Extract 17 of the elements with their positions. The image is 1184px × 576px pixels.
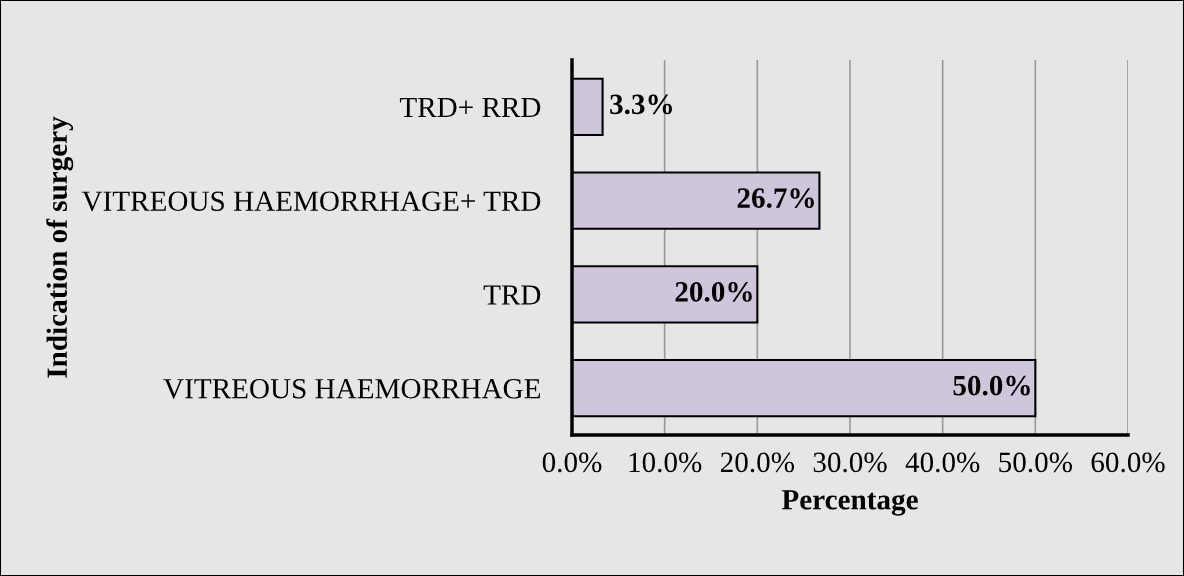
x-tick-label: 10.0% <box>629 452 702 473</box>
y-tick-label: TRD <box>483 285 541 305</box>
x-tick-label: 20.0% <box>720 452 795 473</box>
data-label: 26.7% <box>737 188 814 209</box>
y-tick-label: TRD+ RRD <box>399 97 541 118</box>
data-label: 50.0% <box>953 375 1030 396</box>
x-tick-label: 50.0% <box>999 452 1073 473</box>
y-tick-label: VITREOUS HAEMORRHAGE+ TRD <box>81 191 541 212</box>
data-label: 20.0% <box>675 281 752 302</box>
x-tick-label: 0.0% <box>542 452 602 473</box>
x-tick-label: 60.0% <box>1091 452 1165 473</box>
y-tick-label: VITREOUS HAEMORRHAGE <box>163 378 540 399</box>
x-axis-title: Percentage <box>781 490 918 516</box>
data-label: 3.3% <box>610 94 672 115</box>
y-axis-title: Indication of surgery <box>46 116 74 378</box>
x-tick-label: 40.0% <box>905 452 980 473</box>
x-tick-label: 30.0% <box>813 452 887 473</box>
